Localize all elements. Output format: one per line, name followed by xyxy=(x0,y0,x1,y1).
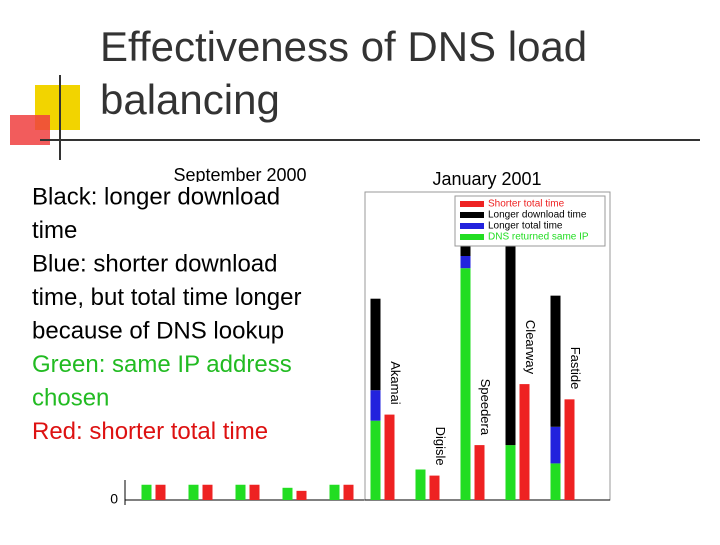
legend-label: Shorter total time xyxy=(488,199,565,210)
caption-line: Red: shorter total time xyxy=(32,418,268,445)
bar-segment xyxy=(460,268,471,500)
slide-title: balancing xyxy=(100,76,280,123)
category-label: Fastide xyxy=(568,347,583,390)
caption-line: chosen xyxy=(32,384,109,411)
bar-segment xyxy=(415,469,426,500)
bar xyxy=(384,414,395,500)
caption-box xyxy=(25,182,355,450)
bar-segment xyxy=(550,295,561,427)
bar xyxy=(202,484,213,500)
bar-segment xyxy=(505,445,516,500)
bar xyxy=(343,484,354,500)
legend-swatch xyxy=(460,234,484,240)
bar-segment xyxy=(370,420,381,500)
category-label: Clearway xyxy=(523,320,538,375)
category-label: Speedera xyxy=(478,379,493,436)
category-label: Digisle xyxy=(433,427,448,466)
bar-segment xyxy=(460,256,471,269)
chart-title: September 2000 xyxy=(173,165,306,185)
slide-title: Effectiveness of DNS load xyxy=(100,23,587,70)
legend-label: DNS returned same IP xyxy=(488,232,589,243)
caption-line: Blue: shorter download xyxy=(32,250,277,277)
bar xyxy=(296,490,307,500)
bar xyxy=(519,384,530,500)
caption-line: Black: longer download xyxy=(32,183,280,210)
bar xyxy=(474,445,485,500)
bar-segment xyxy=(505,231,516,446)
bar xyxy=(235,484,246,500)
bar xyxy=(249,484,260,500)
legend-label: Longer total time xyxy=(488,221,563,232)
bar xyxy=(155,484,166,500)
y-tick-label: 0 xyxy=(110,491,118,507)
bar-segment xyxy=(550,426,561,464)
bar xyxy=(429,475,440,500)
legend-swatch xyxy=(460,223,484,229)
legend-label: Longer download time xyxy=(488,210,587,221)
legend-swatch xyxy=(460,201,484,207)
bar xyxy=(141,484,152,500)
caption: Black: longer download time Blue: shorter … xyxy=(32,183,301,445)
legend-swatch xyxy=(460,212,484,218)
caption-line: because of DNS lookup xyxy=(32,317,284,344)
chart-title: January 2001 xyxy=(432,169,541,189)
bar xyxy=(564,399,575,500)
bar xyxy=(329,484,340,500)
bar xyxy=(282,487,293,500)
category-label: Akamai xyxy=(388,361,403,404)
bar-segment xyxy=(370,390,381,421)
caption-line: Green: same IP address xyxy=(32,351,292,378)
caption-line: time xyxy=(32,217,77,244)
bar-segment xyxy=(370,298,381,391)
bar-segment xyxy=(550,463,561,500)
caption-line: time, but total time longer xyxy=(32,284,301,311)
charts: September 2000 0 January 2001 Akamai Digisle… xyxy=(110,165,611,507)
bar xyxy=(188,484,199,500)
